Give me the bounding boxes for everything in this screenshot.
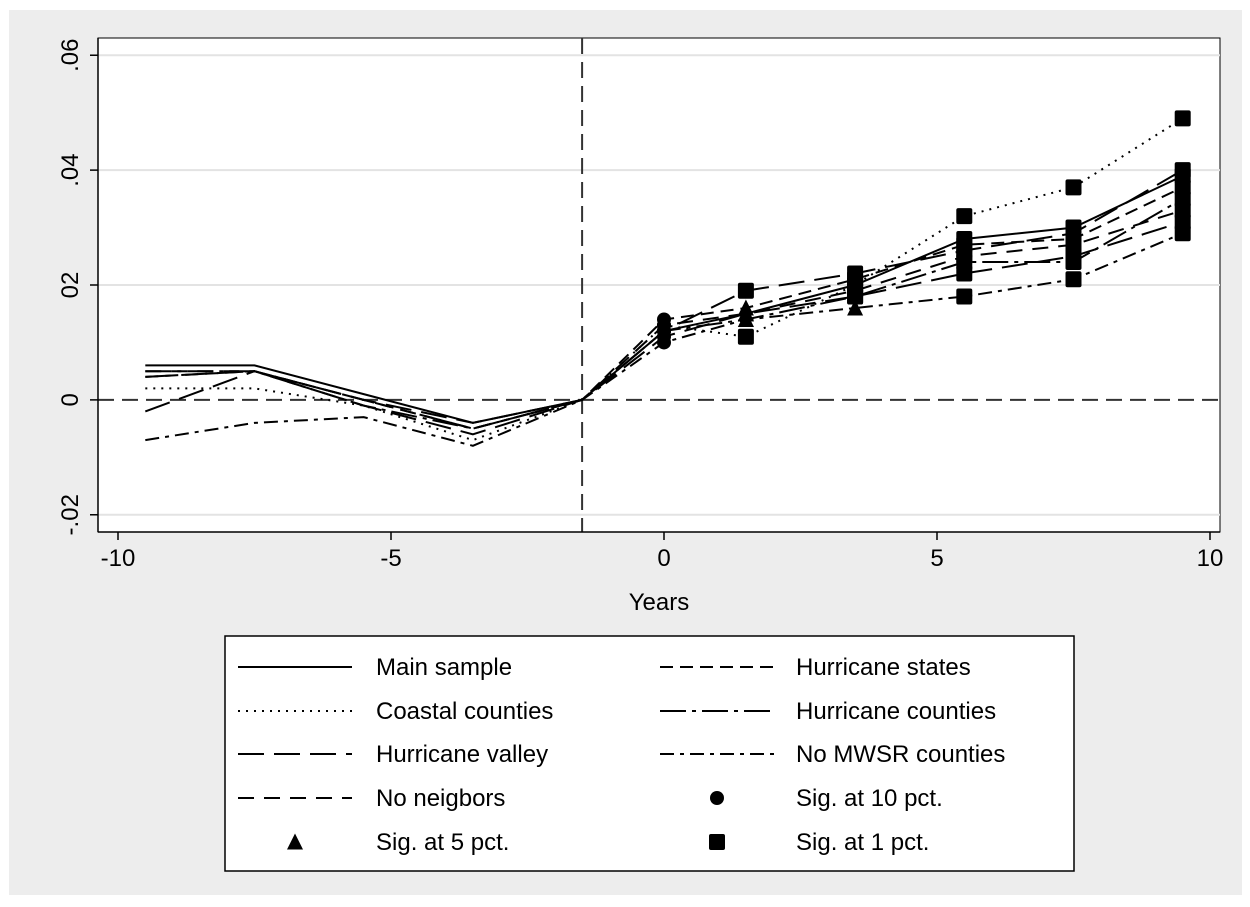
x-axis-title: Years [629, 589, 690, 616]
legend-label: No neigbors [376, 785, 505, 812]
x-tick-label: 10 [1197, 545, 1224, 572]
legend-label: Hurricane valley [376, 741, 548, 768]
legend: Main sample Hurricane states Coastal count… [224, 635, 1075, 872]
sig-1-marker [1065, 248, 1082, 265]
legend-label: No MWSR counties [796, 741, 1005, 768]
sig-1-marker [847, 288, 864, 305]
sig-1-marker [847, 271, 864, 288]
sig-1-marker [1065, 271, 1082, 288]
reference-lines [98, 38, 1220, 532]
y-tick-label: .04 [57, 153, 84, 186]
x-tick-label: -10 [101, 545, 136, 572]
sig-1-marker [1174, 110, 1191, 127]
y-tick-label: 0 [57, 393, 84, 406]
sig-5-marker [737, 305, 754, 322]
y-tick-label: -.02 [57, 494, 84, 535]
sig-1-marker [1174, 190, 1191, 207]
legend-marker-circle [710, 791, 724, 805]
legend-label: Coastal counties [376, 698, 553, 725]
legend-label: Hurricane counties [796, 698, 996, 725]
sig-10-marker [657, 312, 671, 327]
legend-marker-triangle [287, 833, 303, 850]
sig-1-marker [737, 282, 754, 299]
x-tick-label: -5 [380, 545, 401, 572]
significance-markers [657, 110, 1191, 350]
legend-label: Sig. at 5 pct. [376, 829, 509, 856]
legend-label: Sig. at 1 pct. [796, 829, 929, 856]
sig-10-marker [657, 329, 671, 344]
sig-1-marker [956, 288, 973, 305]
sig-5-marker [847, 299, 864, 316]
legend-marker-square [709, 834, 725, 850]
legend-label: Sig. at 10 pct. [796, 785, 943, 812]
gridlines [98, 54, 1220, 516]
legend-box [224, 635, 1075, 872]
legend-label: Main sample [376, 654, 512, 681]
legend-label: Hurricane states [796, 654, 971, 681]
sig-1-marker [737, 328, 754, 345]
axes: -10 -5 0 5 10 -.02 0 02 .04 .06 [57, 38, 1223, 572]
y-tick-label: 02 [57, 272, 84, 299]
sig-1-marker [1174, 213, 1191, 230]
sig-1-marker [1174, 162, 1191, 179]
y-tick-label: .06 [57, 39, 84, 72]
sig-1-marker [956, 265, 973, 282]
sig-1-marker [956, 236, 973, 253]
x-tick-label: 0 [657, 545, 670, 572]
x-tick-label: 5 [930, 545, 943, 572]
sig-1-marker [1065, 231, 1082, 248]
sig-1-marker [956, 208, 973, 225]
sig-1-marker [1065, 179, 1082, 196]
